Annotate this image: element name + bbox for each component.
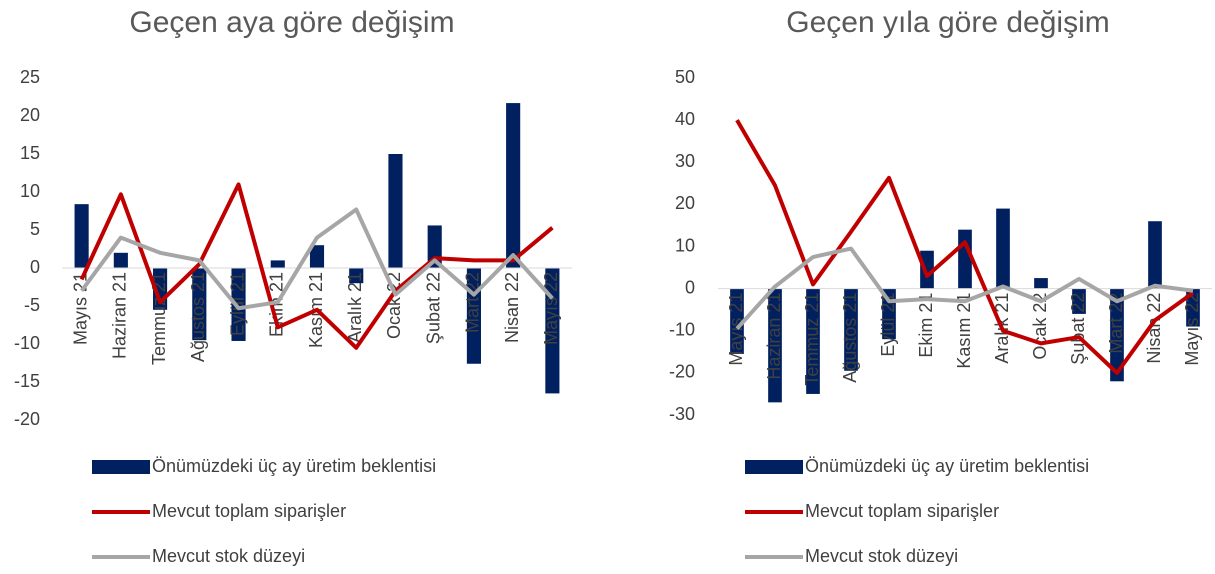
x-tick-label: Şubat 22 [423, 272, 443, 344]
x-tick-label: Ağustos 21 [840, 293, 860, 383]
bar [768, 288, 782, 403]
legend-swatch [92, 460, 150, 474]
x-tick-label: Ekim 21 [267, 272, 287, 337]
chart-title: Geçen aya göre değişim [129, 6, 454, 39]
y-tick-label: 10 [675, 235, 695, 255]
bar [74, 204, 89, 268]
bar [545, 268, 560, 394]
x-tick-label: Ağustos 21 [188, 272, 208, 362]
legend-label: Mevcut toplam siparişler [805, 501, 999, 521]
x-tick-label: Ekim 21 [916, 293, 936, 358]
bar [192, 268, 207, 341]
y-tick-label: -30 [669, 404, 695, 424]
chart-title: Geçen yıla göre değişim [786, 6, 1110, 39]
legend-label: Mevcut toplam siparişler [152, 501, 346, 521]
legend-label: Önümüzdeki üç ay üretim beklentisi [805, 456, 1089, 476]
bar [1034, 278, 1048, 289]
y-tick-label: 15 [20, 143, 40, 163]
bar [958, 229, 972, 289]
bar [806, 288, 820, 394]
x-tick-label: Temmuz 21 [802, 293, 822, 386]
x-tick-label: Nisan 22 [502, 272, 522, 343]
line [735, 246, 1194, 330]
y-tick-label: 5 [30, 219, 40, 239]
x-tick-label: Eylül 21 [878, 293, 898, 357]
y-tick-label: -10 [14, 333, 40, 353]
x-tick-label: Şubat 22 [1068, 293, 1088, 365]
bar [1186, 288, 1200, 327]
bar [113, 252, 128, 268]
legend-swatch [745, 460, 803, 474]
x-tick-label: Temmuz 21 [149, 272, 169, 365]
x-tick-label: Mart 22 [1106, 293, 1126, 354]
bar [388, 154, 403, 268]
x-tick-label: Nisan 22 [1144, 293, 1164, 364]
bar [844, 288, 858, 371]
bar [1148, 221, 1162, 289]
bar [1110, 288, 1124, 382]
y-tick-label: 30 [675, 151, 695, 171]
bar [231, 268, 246, 341]
legend-label: Mevcut stok düzeyi [805, 546, 958, 566]
y-tick-label: -20 [669, 362, 695, 382]
bar [730, 288, 744, 354]
x-tick-label: Mayıs 21 [726, 293, 746, 366]
y-tick-label: -10 [669, 320, 695, 340]
x-tick-label: Aralık 21 [345, 272, 365, 343]
y-tick-label: 0 [685, 277, 695, 297]
y-tick-label: 40 [675, 109, 695, 129]
line [80, 207, 554, 311]
y-tick-label: 10 [20, 181, 40, 201]
y-tick-label: 20 [20, 105, 40, 125]
bar [1072, 288, 1086, 314]
x-tick-label: Mayıs 22 [1182, 293, 1202, 366]
x-tick-label: Mayıs 22 [541, 272, 561, 345]
x-tick-label: Haziran 21 [110, 272, 130, 359]
y-tick-label: -5 [24, 295, 40, 315]
x-tick-label: Kasım 21 [954, 293, 974, 369]
bar [920, 250, 934, 289]
y-tick-label: 20 [675, 193, 695, 213]
y-tick-label: 25 [20, 67, 40, 87]
bar [270, 260, 285, 268]
y-tick-label: -15 [14, 371, 40, 391]
x-tick-label: Mayıs 21 [70, 272, 90, 345]
x-tick-label: Mart 22 [463, 272, 483, 333]
line [735, 119, 1195, 375]
line [79, 182, 554, 350]
y-tick-label: 50 [675, 67, 695, 87]
y-tick-label: -20 [14, 409, 40, 429]
legend-label: Mevcut stok düzeyi [152, 546, 305, 566]
bar [349, 268, 364, 284]
y-tick-label: 0 [30, 257, 40, 277]
bar [996, 208, 1010, 289]
bar [506, 103, 521, 268]
legend-label: Önümüzdeki üç ay üretim beklentisi [152, 456, 436, 476]
x-tick-label: Haziran 21 [764, 293, 784, 380]
bar [309, 245, 325, 268]
